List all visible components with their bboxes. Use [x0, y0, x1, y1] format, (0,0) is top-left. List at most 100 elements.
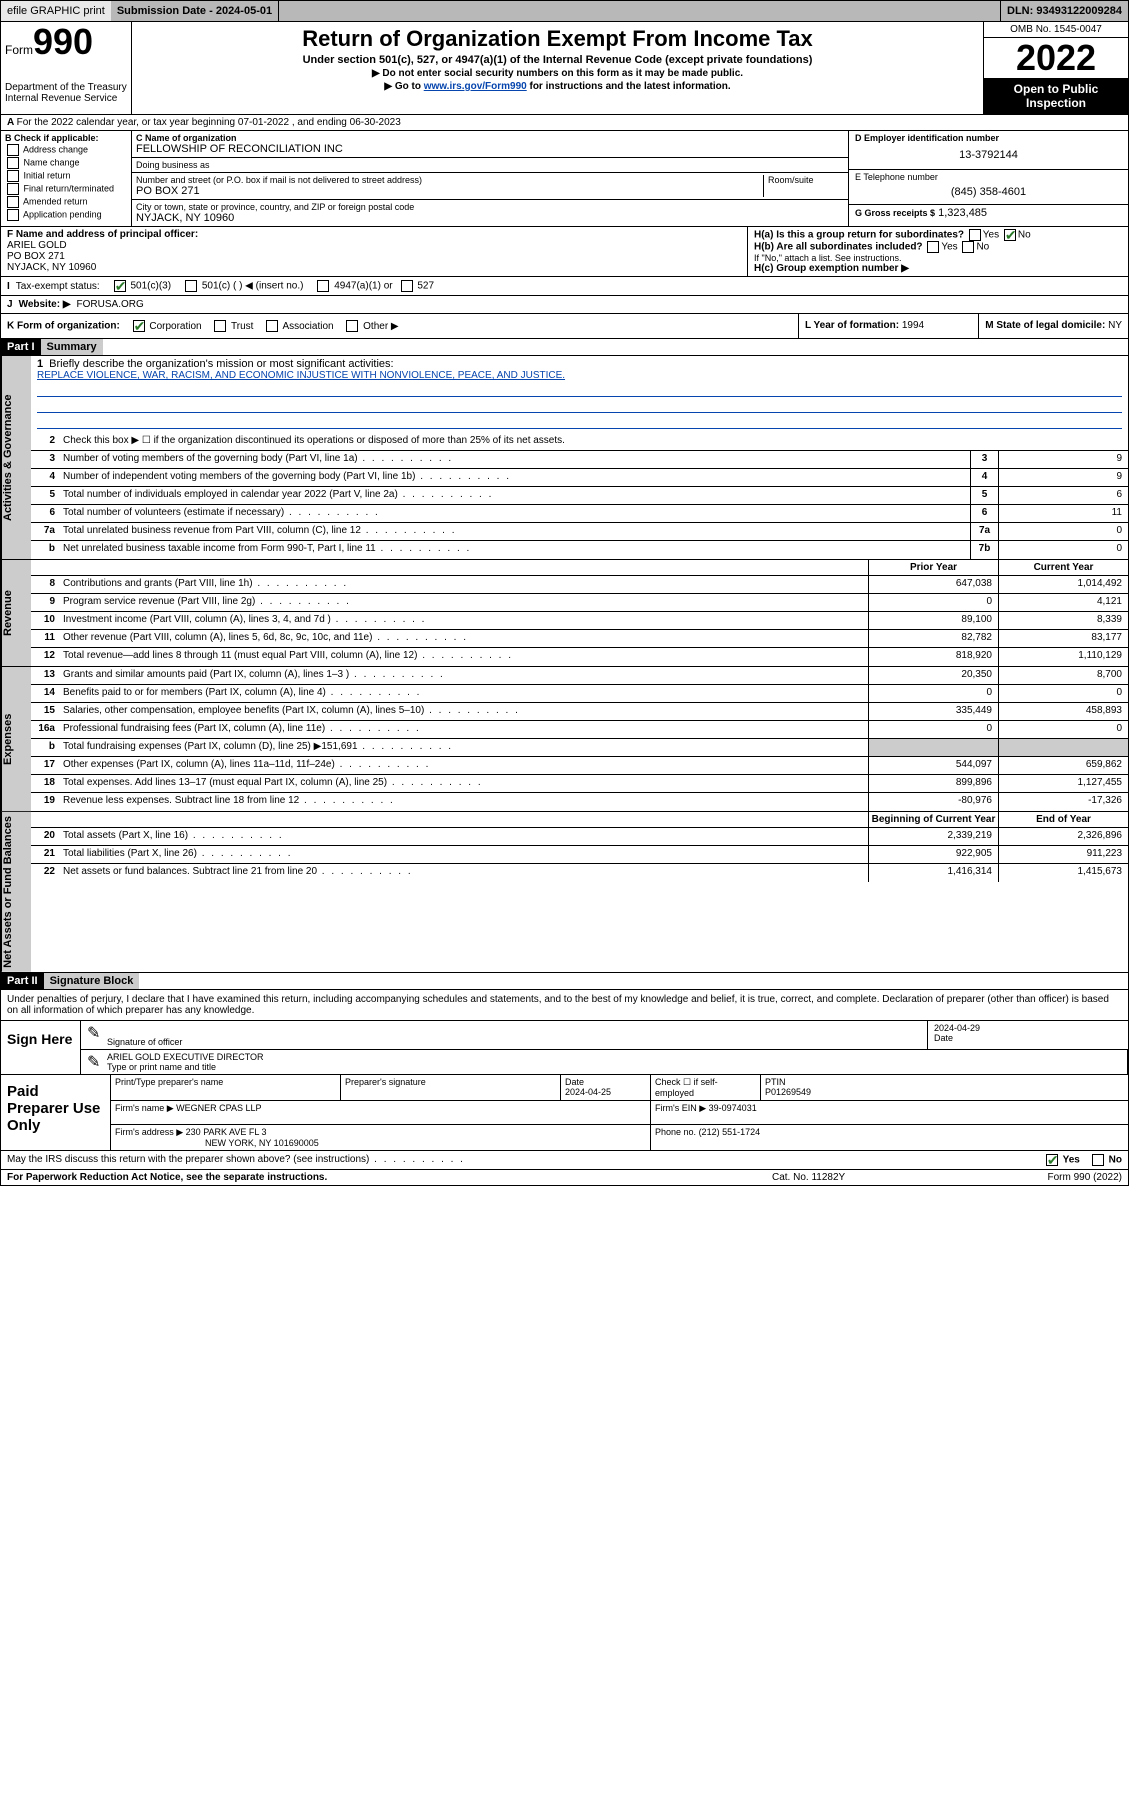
sig-name-title: ARIEL GOLD EXECUTIVE DIRECTOR [107, 1052, 1121, 1062]
hdr-end: End of Year [998, 812, 1128, 827]
department: Department of the Treasury Internal Reve… [5, 82, 127, 104]
table-row: 14 Benefits paid to or for members (Part… [31, 685, 1128, 703]
ha-no[interactable] [1004, 229, 1016, 241]
ha-yes[interactable] [969, 229, 981, 241]
officer-addr1: PO BOX 271 [7, 251, 741, 262]
page-title: Return of Organization Exempt From Incom… [138, 26, 977, 52]
prep-phone: (212) 551-1724 [699, 1127, 761, 1137]
chk-501c[interactable] [185, 280, 197, 292]
form-word: Form [5, 43, 33, 57]
subtitle-3: Go to www.irs.gov/Form990 for instructio… [138, 81, 977, 92]
hb-yes[interactable] [927, 241, 939, 253]
part2-bar: Part II [1, 973, 44, 989]
table-row: 11 Other revenue (Part VIII, column (A),… [31, 630, 1128, 648]
ptin: P01269549 [765, 1087, 811, 1097]
gross-receipts: 1,323,485 [938, 207, 987, 219]
table-row: 4 Number of independent voting members o… [31, 469, 1128, 487]
check-application-pending[interactable]: Application pending [5, 209, 127, 221]
city: NYJACK, NY 10960 [136, 212, 844, 224]
firm-name-label: Firm's name ▶ [115, 1103, 174, 1113]
check-initial-return[interactable]: Initial return [5, 170, 127, 182]
part2-title: Signature Block [44, 973, 140, 989]
prep-date: 2024-04-25 [565, 1087, 611, 1097]
officer-name: ARIEL GOLD [7, 240, 741, 251]
firm-addr1: 230 PARK AVE FL 3 [186, 1127, 267, 1137]
table-row: 6 Total number of volunteers (estimate i… [31, 505, 1128, 523]
street-label: Number and street (or P.O. box if mail i… [136, 175, 759, 185]
phone: (845) 358-4601 [855, 182, 1122, 202]
sign-here-label: Sign Here [1, 1021, 81, 1074]
j-label: J [7, 299, 13, 310]
table-row: 18 Total expenses. Add lines 13–17 (must… [31, 775, 1128, 793]
chk-trust[interactable] [214, 320, 226, 332]
dln: DLN: 93493122009284 [1001, 1, 1128, 21]
website-label: Website: ▶ [19, 299, 71, 310]
footer-form: Form 990 (2022) [972, 1172, 1122, 1183]
subtitle-2: Do not enter social security numbers on … [138, 68, 977, 79]
table-row: 3 Number of voting members of the govern… [31, 451, 1128, 469]
check-address-change[interactable]: Address change [5, 144, 127, 156]
discuss-question: May the IRS discuss this return with the… [7, 1154, 465, 1165]
sig-name-label: Type or print name and title [107, 1062, 1121, 1072]
prep-h1: Print/Type preparer's name [111, 1075, 341, 1100]
sig-officer-label: Signature of officer [107, 1037, 921, 1047]
firm-ein-label: Firm's EIN ▶ [655, 1103, 706, 1113]
tab-net-assets: Net Assets or Fund Balances [1, 812, 31, 972]
chk-501c3[interactable] [114, 280, 126, 292]
submission-date: Submission Date - 2024-05-01 [111, 1, 279, 21]
sig-date-label: Date [934, 1033, 1122, 1043]
declaration: Under penalties of perjury, I declare th… [1, 990, 1128, 1020]
h-c-label: H(c) Group exemption number ▶ [754, 263, 1122, 274]
prep-h2: Preparer's signature [341, 1075, 561, 1100]
website: FORUSA.ORG [77, 299, 144, 310]
table-row: 5 Total number of individuals employed i… [31, 487, 1128, 505]
prep-h5: PTIN [765, 1077, 786, 1087]
tab-expenses: Expenses [1, 667, 31, 811]
org-name-label: C Name of organization [136, 133, 844, 143]
tab-governance: Activities & Governance [1, 356, 31, 559]
footer-notice: For Paperwork Reduction Act Notice, see … [7, 1172, 772, 1183]
phone-label: E Telephone number [855, 172, 1122, 182]
l-label: L Year of formation: [805, 320, 899, 331]
dba-label: Doing business as [136, 160, 844, 170]
hdr-beginning: Beginning of Current Year [868, 812, 998, 827]
firm-addr-label: Firm's address ▶ [115, 1127, 183, 1137]
h-a-label: H(a) Is this a group return for subordin… [754, 230, 964, 241]
chk-other[interactable] [346, 320, 358, 332]
check-amended[interactable]: Amended return [5, 196, 127, 208]
top-toolbar: efile GRAPHIC print Submission Date - 20… [0, 0, 1129, 22]
table-row: 17 Other expenses (Part IX, column (A), … [31, 757, 1128, 775]
table-row: 10 Investment income (Part VIII, column … [31, 612, 1128, 630]
irs-link[interactable]: www.irs.gov/Form990 [424, 81, 527, 92]
prep-phone-label: Phone no. [655, 1127, 696, 1137]
table-row: 15 Salaries, other compensation, employe… [31, 703, 1128, 721]
efile-print-button[interactable]: efile GRAPHIC print [1, 1, 111, 21]
discuss-yes[interactable] [1046, 1154, 1058, 1166]
table-row: 9 Program service revenue (Part VIII, li… [31, 594, 1128, 612]
table-row: 20 Total assets (Part X, line 16) 2,339,… [31, 828, 1128, 846]
chk-4947[interactable] [317, 280, 329, 292]
tab-revenue: Revenue [1, 560, 31, 666]
table-row: 7a Total unrelated business revenue from… [31, 523, 1128, 541]
i-label: I [7, 281, 10, 292]
table-row: b Total fundraising expenses (Part IX, c… [31, 739, 1128, 757]
table-row: b Net unrelated business taxable income … [31, 541, 1128, 559]
check-final-return[interactable]: Final return/terminated [5, 183, 127, 195]
form-header: Form990 Department of the Treasury Inter… [0, 22, 1129, 115]
chk-assoc[interactable] [266, 320, 278, 332]
chk-527[interactable] [401, 280, 413, 292]
discuss-no[interactable] [1092, 1154, 1104, 1166]
hb-no[interactable] [962, 241, 974, 253]
prep-h3: Date [565, 1077, 584, 1087]
table-row: 22 Net assets or fund balances. Subtract… [31, 864, 1128, 882]
h-b-note: If "No," attach a list. See instructions… [754, 253, 1122, 263]
tax-year: 2022 [984, 38, 1128, 78]
table-row: 12 Total revenue—add lines 8 through 11 … [31, 648, 1128, 666]
table-row: 19 Revenue less expenses. Subtract line … [31, 793, 1128, 811]
open-inspection: Open to Public Inspection [984, 78, 1128, 114]
form-number: 990 [33, 21, 93, 62]
check-name-change[interactable]: Name change [5, 157, 127, 169]
footer-catno: Cat. No. 11282Y [772, 1172, 972, 1183]
room-label: Room/suite [768, 175, 844, 185]
chk-corp[interactable] [133, 320, 145, 332]
